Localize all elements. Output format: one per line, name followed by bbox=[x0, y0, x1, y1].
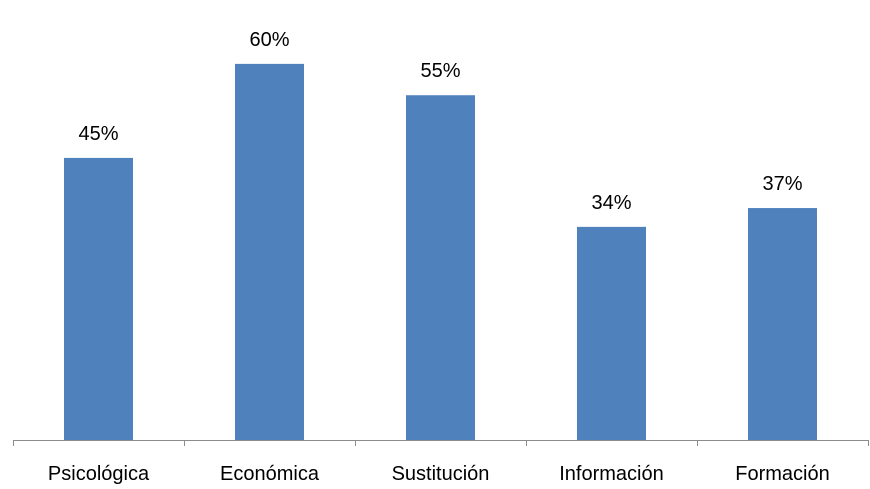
bar-0 bbox=[64, 157, 133, 440]
bars-group bbox=[64, 63, 817, 441]
category-label: Formación bbox=[735, 463, 829, 485]
data-label: 60% bbox=[249, 29, 289, 51]
category-label: Sustitución bbox=[392, 463, 490, 485]
bar-4 bbox=[748, 208, 817, 440]
data-label: 37% bbox=[762, 173, 802, 195]
category-label: Información bbox=[559, 463, 664, 485]
data-labels-group: 45% 60% 55% 34% 37% bbox=[78, 29, 802, 214]
data-label: 34% bbox=[591, 192, 631, 214]
data-label: 55% bbox=[420, 60, 460, 82]
bar-1 bbox=[235, 63, 304, 441]
category-label: Económica bbox=[220, 463, 320, 485]
bar-3 bbox=[577, 226, 646, 440]
data-label: 45% bbox=[78, 123, 118, 145]
category-label: Psicológica bbox=[48, 463, 150, 485]
bar-2 bbox=[406, 95, 475, 440]
category-labels-group: Psicológica Económica Sustitución Informaci… bbox=[48, 463, 830, 485]
x-axis bbox=[13, 440, 869, 446]
